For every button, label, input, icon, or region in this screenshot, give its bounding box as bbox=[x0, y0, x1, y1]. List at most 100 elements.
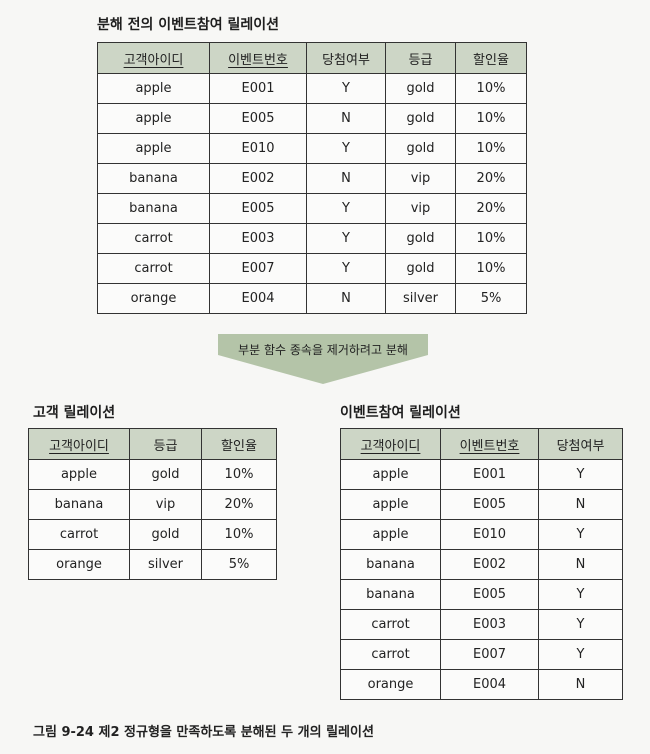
table-cell: E010 bbox=[440, 519, 539, 550]
table-row: apple gold 10% bbox=[28, 459, 277, 490]
table-cell: carrot bbox=[97, 253, 210, 284]
table-cell: 10% bbox=[201, 519, 277, 550]
table-cell: 10% bbox=[455, 133, 527, 164]
column-header-customer-id: 고객아이디 bbox=[340, 428, 441, 460]
table-cell: vip bbox=[385, 193, 456, 224]
table-header-row: 고객아이디 등급 할인율 bbox=[28, 428, 277, 460]
column-header-customer-id: 고객아이디 bbox=[28, 428, 130, 460]
table-cell: gold bbox=[385, 133, 456, 164]
table-cell: gold bbox=[385, 73, 456, 104]
table-cell: apple bbox=[28, 459, 130, 490]
table-cell: carrot bbox=[340, 639, 441, 670]
table-cell: banana bbox=[340, 549, 441, 580]
column-header-event-no: 이벤트번호 bbox=[440, 428, 539, 460]
figure-caption: 그림 9-24 제2 정규형을 만족하도록 분해된 두 개의 릴레이션 bbox=[33, 725, 374, 740]
table-cell: 10% bbox=[201, 459, 277, 490]
table-cell: carrot bbox=[97, 223, 210, 254]
down-arrow-icon bbox=[218, 334, 428, 384]
column-header-discount: 할인율 bbox=[201, 428, 277, 460]
table-cell: apple bbox=[340, 519, 441, 550]
table-cell: N bbox=[306, 283, 386, 314]
table-row: apple E010 Y bbox=[340, 519, 623, 550]
table-cell: orange bbox=[28, 549, 130, 580]
column-header-customer-id: 고객아이디 bbox=[97, 42, 210, 74]
table-cell: 10% bbox=[455, 73, 527, 104]
customer-relation-table: 고객아이디 등급 할인율 apple gold 10% banana vip 20% car… bbox=[28, 428, 277, 580]
table-cell: apple bbox=[97, 133, 210, 164]
table-cell: banana bbox=[97, 163, 210, 194]
column-header-winner: 당첨여부 bbox=[306, 42, 386, 74]
table-cell: carrot bbox=[28, 519, 130, 550]
table-cell: E004 bbox=[209, 283, 307, 314]
table-cell: E005 bbox=[440, 489, 539, 520]
table-cell: vip bbox=[129, 489, 202, 520]
table-cell: orange bbox=[97, 283, 210, 314]
table-row: apple E001 Y bbox=[340, 459, 623, 490]
table-cell: 20% bbox=[455, 193, 527, 224]
table-cell: E004 bbox=[440, 669, 539, 700]
table-row: apple E005 N bbox=[340, 489, 623, 520]
table-cell: silver bbox=[385, 283, 456, 314]
table-row: carrot E007 Y bbox=[340, 639, 623, 670]
table-cell: 5% bbox=[455, 283, 527, 314]
table-cell: E003 bbox=[440, 609, 539, 640]
table-row: banana E005 Y bbox=[340, 579, 623, 610]
table-cell: Y bbox=[538, 519, 623, 550]
table-cell: 10% bbox=[455, 103, 527, 134]
table-cell: 5% bbox=[201, 549, 277, 580]
column-header-discount: 할인율 bbox=[455, 42, 527, 74]
table-cell: 10% bbox=[455, 253, 527, 284]
column-header-grade: 등급 bbox=[385, 42, 456, 74]
table-cell: N bbox=[538, 669, 623, 700]
table-cell: Y bbox=[306, 193, 386, 224]
table-cell: banana bbox=[340, 579, 441, 610]
table-cell: Y bbox=[538, 579, 623, 610]
table-cell: apple bbox=[340, 459, 441, 490]
table-cell: gold bbox=[129, 459, 202, 490]
table-cell: gold bbox=[129, 519, 202, 550]
before-relation-title: 분해 전의 이벤트참여 릴레이션 bbox=[97, 17, 280, 33]
table-cell: E002 bbox=[440, 549, 539, 580]
table-cell: 20% bbox=[455, 163, 527, 194]
table-cell: carrot bbox=[340, 609, 441, 640]
table-cell: N bbox=[538, 489, 623, 520]
customer-relation-title: 고객 릴레이션 bbox=[33, 405, 116, 421]
column-header-winner: 당첨여부 bbox=[538, 428, 623, 460]
table-cell: orange bbox=[340, 669, 441, 700]
table-cell: apple bbox=[340, 489, 441, 520]
table-cell: Y bbox=[306, 73, 386, 104]
table-row: banana E002 N bbox=[340, 549, 623, 580]
table-row: orange silver 5% bbox=[28, 549, 277, 580]
table-cell: N bbox=[538, 549, 623, 580]
table-cell: gold bbox=[385, 223, 456, 254]
table-row: banana vip 20% bbox=[28, 489, 277, 520]
table-cell: Y bbox=[538, 639, 623, 670]
table-cell: 20% bbox=[201, 489, 277, 520]
table-header-row: 고객아이디 이벤트번호 당첨여부 등급 할인율 bbox=[97, 42, 527, 74]
event-relation-title: 이벤트참여 릴레이션 bbox=[340, 405, 461, 421]
table-cell: apple bbox=[97, 103, 210, 134]
table-cell: silver bbox=[129, 549, 202, 580]
table-row: carrot E003 Y bbox=[340, 609, 623, 640]
table-cell: Y bbox=[538, 609, 623, 640]
table-cell: E005 bbox=[440, 579, 539, 610]
table-header-row: 고객아이디 이벤트번호 당첨여부 bbox=[340, 428, 623, 460]
table-cell: E005 bbox=[209, 103, 307, 134]
table-cell: N bbox=[306, 103, 386, 134]
table-cell: Y bbox=[538, 459, 623, 490]
table-cell: 10% bbox=[455, 223, 527, 254]
table-row: carrot gold 10% bbox=[28, 519, 277, 550]
table-cell: E001 bbox=[209, 73, 307, 104]
arrow-label: 부분 함수 종속을 제거하려고 분해 bbox=[238, 343, 408, 357]
column-header-grade: 등급 bbox=[129, 428, 202, 460]
table-cell: E010 bbox=[209, 133, 307, 164]
table-cell: gold bbox=[385, 103, 456, 134]
